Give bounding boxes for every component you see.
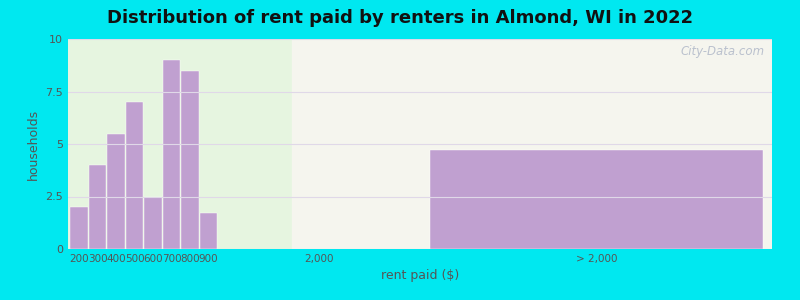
- Bar: [162, 60, 180, 249]
- Bar: [89, 165, 106, 249]
- Bar: [200, 213, 218, 249]
- Bar: [107, 134, 125, 249]
- Bar: [126, 102, 143, 249]
- Bar: [70, 207, 88, 249]
- Bar: [430, 150, 762, 249]
- X-axis label: rent paid ($): rent paid ($): [381, 269, 459, 282]
- Text: Distribution of rent paid by renters in Almond, WI in 2022: Distribution of rent paid by renters in …: [107, 9, 693, 27]
- Text: City-Data.com: City-Data.com: [681, 45, 765, 58]
- Y-axis label: households: households: [27, 108, 40, 180]
- Bar: [144, 196, 162, 249]
- Bar: [181, 70, 198, 249]
- Bar: [291, 39, 772, 249]
